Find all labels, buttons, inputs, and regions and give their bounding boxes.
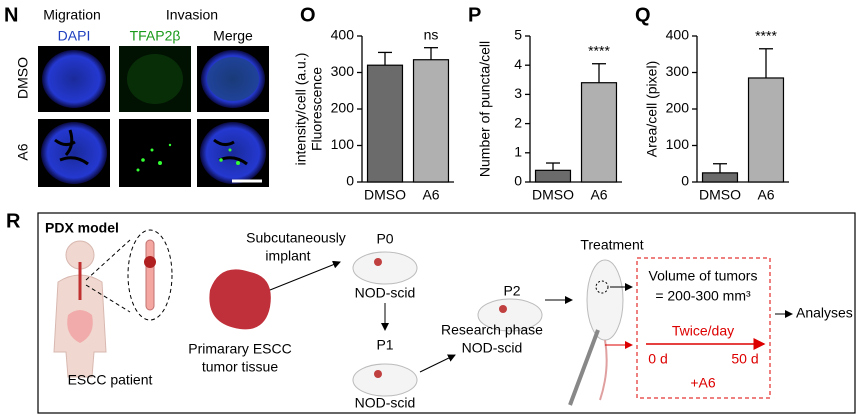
y-axis-label: intensity/cell (a.u.) (293, 53, 309, 166)
y-tick-label: 0 (514, 173, 522, 189)
label: NOD-scid (355, 395, 416, 411)
label: NOD-scid (355, 285, 416, 301)
human (53, 240, 107, 378)
panel-title: PDX model (45, 220, 119, 236)
y-tick-label: 0 (346, 173, 354, 189)
row-label: DMSO (15, 57, 31, 99)
nucleus (200, 122, 266, 184)
label: tumor tissue (202, 359, 278, 375)
y-tick-label: 300 (331, 63, 355, 79)
y-tick-label: 1 (514, 144, 522, 160)
signal (207, 57, 259, 101)
x-tick-label: DMSO (364, 187, 406, 203)
x-tick-label: DMSO (699, 187, 741, 203)
y-tick-label: 3 (514, 85, 522, 101)
nucleus (201, 50, 265, 108)
y-tick-label: 200 (331, 100, 355, 116)
tumor (209, 269, 271, 330)
label: Analyses (796, 305, 853, 321)
signal (127, 54, 183, 104)
callout (127, 229, 173, 321)
label: Primarary ESCC (188, 341, 291, 357)
channel-label: Merge (213, 28, 253, 44)
nucleus (42, 50, 106, 108)
row-label: A6 (15, 143, 31, 160)
mouse (586, 259, 624, 341)
annotation: ns (424, 26, 439, 42)
y-tick-label: 400 (331, 27, 355, 43)
micrograph (119, 119, 191, 187)
x-tick-label: A6 (590, 187, 607, 203)
annotation: **** (755, 27, 777, 43)
label: 0 d (648, 351, 667, 367)
y-tick-label: 400 (666, 27, 690, 43)
x-tick-label: DMSO (532, 187, 574, 203)
puncta (136, 143, 172, 172)
panel-letter: Q (635, 4, 651, 26)
label: +A6 (690, 375, 716, 391)
bar (366, 64, 404, 183)
panel-letter: N (4, 4, 18, 26)
panel-letter: R (6, 210, 21, 232)
channel-label: DAPI (58, 28, 91, 44)
x-tick-label: A6 (757, 187, 774, 203)
label: P1 (376, 337, 393, 353)
panel-letter: O (300, 4, 316, 26)
panel-n: N Migration Invasion DAPI TFAP2β Merge D… (4, 4, 269, 187)
treatment-box (636, 257, 771, 399)
label: Twice/day (672, 323, 734, 339)
y-axis-label: Fluorescence (309, 67, 325, 151)
y-tick-label: 0 (681, 173, 689, 189)
y-tick-label: 5 (514, 27, 522, 43)
y-tick-label: 4 (514, 56, 522, 72)
mouse (352, 251, 543, 397)
panel-letter: P (468, 4, 481, 26)
y-axis-label: Number of puncta/cell (477, 41, 493, 177)
bar (534, 169, 572, 183)
label: Treatment (580, 237, 643, 253)
bar (580, 82, 618, 183)
label: Volume of tumors (649, 268, 758, 284)
syringe (568, 329, 600, 406)
x-tick-label: A6 (422, 187, 439, 203)
panel-r: R PDX model ESCC patient Primarary ESCC … (6, 210, 856, 414)
y-tick-label: 100 (666, 136, 690, 152)
label: ESCC patient (68, 372, 153, 388)
y-tick-label: 300 (666, 63, 690, 79)
bar (412, 59, 450, 183)
y-axis-label: Area/cell (pixel) (644, 61, 660, 157)
label: NOD-scid (462, 340, 523, 356)
nucleus (41, 122, 107, 184)
label: = 200-300 mm³ (655, 288, 751, 304)
label: P2 (503, 283, 520, 299)
frame (37, 212, 856, 414)
label: implant (265, 248, 310, 264)
y-tick-label: 200 (666, 100, 690, 116)
label: Subcutaneously (246, 230, 346, 246)
annotation: **** (588, 42, 610, 58)
y-tick-label: 100 (331, 136, 355, 152)
label: 50 d (731, 351, 758, 367)
header: Migration (43, 7, 101, 23)
bar (747, 77, 785, 183)
channel-label: TFAP2β (130, 28, 181, 44)
header: Invasion (166, 7, 218, 23)
y-tick-label: 2 (514, 114, 522, 130)
label: P0 (376, 231, 393, 247)
bar (701, 172, 739, 183)
label: Research phase (441, 322, 543, 338)
